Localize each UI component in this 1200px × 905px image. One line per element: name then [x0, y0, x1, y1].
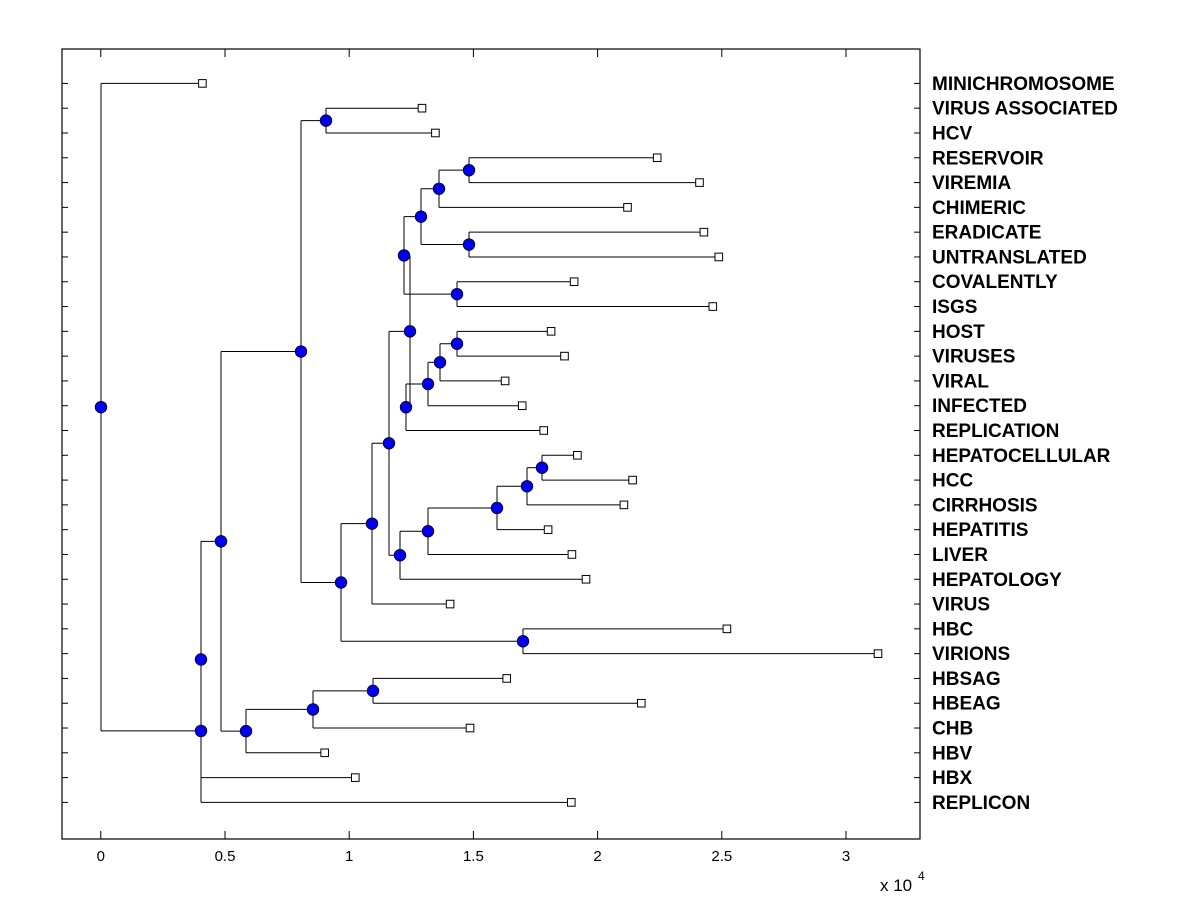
svg-text:x 10: x 10 — [880, 876, 912, 895]
svg-text:INFECTED: INFECTED — [932, 396, 1027, 417]
svg-text:VIRUS: VIRUS — [932, 595, 990, 616]
svg-text:2: 2 — [593, 848, 601, 865]
svg-text:UNTRANSLATED: UNTRANSLATED — [932, 247, 1087, 268]
svg-text:ISGS: ISGS — [932, 297, 977, 318]
svg-text:HBEAG: HBEAG — [932, 694, 1001, 715]
svg-text:HCC: HCC — [932, 471, 973, 492]
svg-text:HBC: HBC — [932, 619, 973, 640]
svg-text:LIVER: LIVER — [932, 545, 988, 566]
svg-text:VIRUSES: VIRUSES — [932, 347, 1015, 368]
svg-text:COVALENTLY: COVALENTLY — [932, 272, 1058, 293]
svg-text:3: 3 — [842, 848, 850, 865]
svg-text:1.5: 1.5 — [463, 848, 484, 865]
svg-text:HOST: HOST — [932, 322, 985, 343]
svg-text:CIRRHOSIS: CIRRHOSIS — [932, 495, 1038, 516]
svg-text:REPLICON: REPLICON — [932, 793, 1030, 814]
svg-text:HBV: HBV — [932, 743, 972, 764]
svg-text:0.5: 0.5 — [215, 848, 236, 865]
svg-text:ERADICATE: ERADICATE — [932, 223, 1041, 244]
svg-text:RESERVOIR: RESERVOIR — [932, 148, 1044, 169]
svg-text:VIRIONS: VIRIONS — [932, 644, 1010, 665]
svg-text:CHIMERIC: CHIMERIC — [932, 198, 1026, 219]
svg-text:1: 1 — [345, 848, 353, 865]
svg-text:HBX: HBX — [932, 768, 972, 789]
svg-text:HEPATOLOGY: HEPATOLOGY — [932, 570, 1062, 591]
svg-text:HEPATOCELLULAR: HEPATOCELLULAR — [932, 446, 1111, 467]
svg-text:2.5: 2.5 — [711, 848, 732, 865]
svg-text:HCV: HCV — [932, 123, 972, 144]
svg-text:VIRAL: VIRAL — [932, 371, 989, 392]
svg-text:VIREMIA: VIREMIA — [932, 173, 1011, 194]
svg-text:HBSAG: HBSAG — [932, 669, 1001, 690]
svg-text:MINICHROMOSOME: MINICHROMOSOME — [932, 74, 1115, 95]
svg-text:4: 4 — [918, 869, 925, 883]
svg-text:VIRUS ASSOCIATED: VIRUS ASSOCIATED — [932, 99, 1118, 120]
svg-text:0: 0 — [97, 848, 105, 865]
svg-text:CHB: CHB — [932, 719, 973, 740]
svg-text:HEPATITIS: HEPATITIS — [932, 520, 1028, 541]
svg-text:REPLICATION: REPLICATION — [932, 421, 1059, 442]
